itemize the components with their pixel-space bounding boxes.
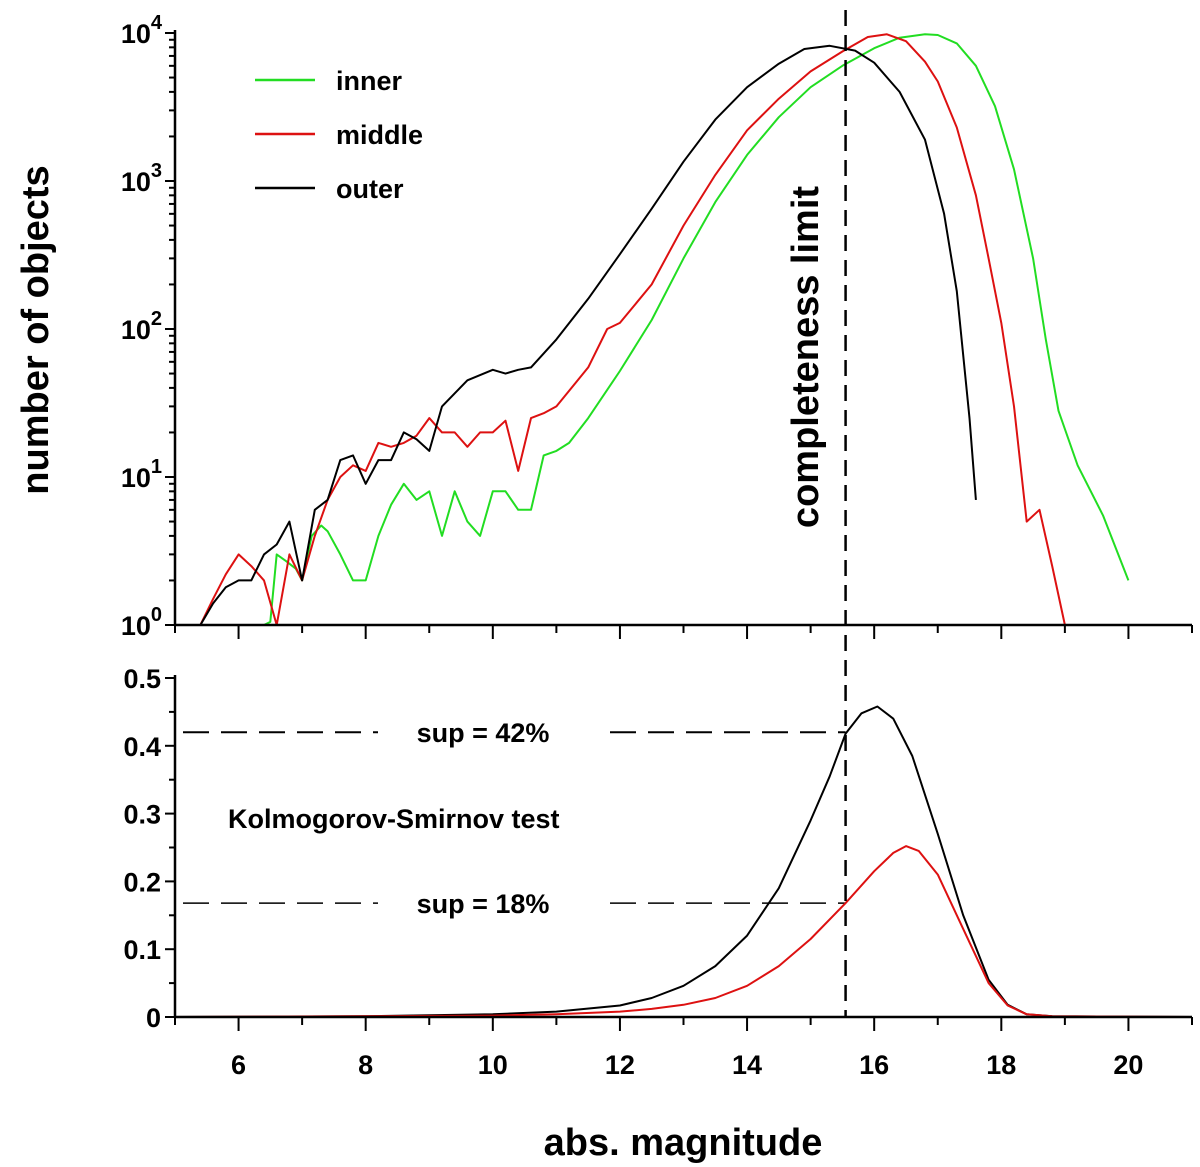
legend-label-outer: outer bbox=[336, 174, 404, 204]
top-y-tick-label: 102 bbox=[121, 308, 162, 345]
ks-curve-outer bbox=[174, 705, 1193, 1018]
top-y-tick-label: 104 bbox=[121, 12, 163, 49]
bottom-y-tick-label: 0.5 bbox=[123, 664, 161, 694]
top-ticks-group: 100 101 102 103 104 bbox=[121, 12, 1193, 641]
bottom-x-tick-label: 12 bbox=[605, 1050, 635, 1080]
bottom-x-tick-label: 18 bbox=[986, 1050, 1016, 1080]
legend-label-inner: inner bbox=[336, 66, 403, 96]
series-line-outer bbox=[199, 44, 977, 626]
top-y-tick-label: 103 bbox=[121, 160, 162, 197]
bottom-x-tick-label: 6 bbox=[231, 1050, 246, 1080]
top-y-tick-label: 101 bbox=[121, 456, 162, 493]
bottom-x-tick-label: 8 bbox=[358, 1050, 373, 1080]
legend-label-middle: middle bbox=[336, 120, 423, 150]
bottom-y-tick-label: 0.3 bbox=[123, 800, 161, 830]
series-line-inner bbox=[181, 33, 1130, 626]
completeness-limit-label: completeness limit bbox=[785, 186, 827, 528]
ks-test-title: Kolmogorov-Smirnov test bbox=[228, 804, 560, 834]
x-axis-label: abs. magnitude bbox=[544, 1122, 823, 1164]
bottom-ticks-group: 0 0.1 0.2 0.3 0.4 0.5 6 8 10 12 14 16 18 20 bbox=[123, 664, 1193, 1080]
bottom-x-tick-label: 20 bbox=[1113, 1050, 1143, 1080]
top-series-group bbox=[181, 33, 1130, 626]
bottom-series-group: sup = 42% sup = 18% bbox=[174, 705, 1193, 1018]
bottom-x-tick-label: 16 bbox=[859, 1050, 889, 1080]
series-line-middle bbox=[181, 33, 1066, 626]
ks-curve-middle bbox=[174, 845, 1193, 1018]
bottom-y-tick-label: 0.4 bbox=[123, 732, 161, 762]
bottom-panel: sup = 42% sup = 18% 0 0.1 0.2 0.3 0.4 0.5 6 8 10 1… bbox=[123, 664, 1193, 1164]
sup-label: sup = 18% bbox=[417, 889, 550, 919]
bottom-x-tick-label: 10 bbox=[478, 1050, 508, 1080]
bottom-y-tick-label: 0 bbox=[146, 1003, 161, 1033]
top-y-axis-label: number of objects bbox=[15, 165, 57, 494]
bottom-y-tick-label: 0.1 bbox=[123, 935, 161, 965]
top-y-tick-label: 100 bbox=[121, 604, 162, 641]
top-panel: 100 101 102 103 104 number of objects comple… bbox=[15, 12, 1193, 641]
bottom-y-tick-label: 0.2 bbox=[123, 867, 161, 897]
bottom-x-tick-label: 14 bbox=[732, 1050, 762, 1080]
sup-label: sup = 42% bbox=[417, 718, 550, 748]
legend: inner middle outer bbox=[255, 66, 423, 204]
